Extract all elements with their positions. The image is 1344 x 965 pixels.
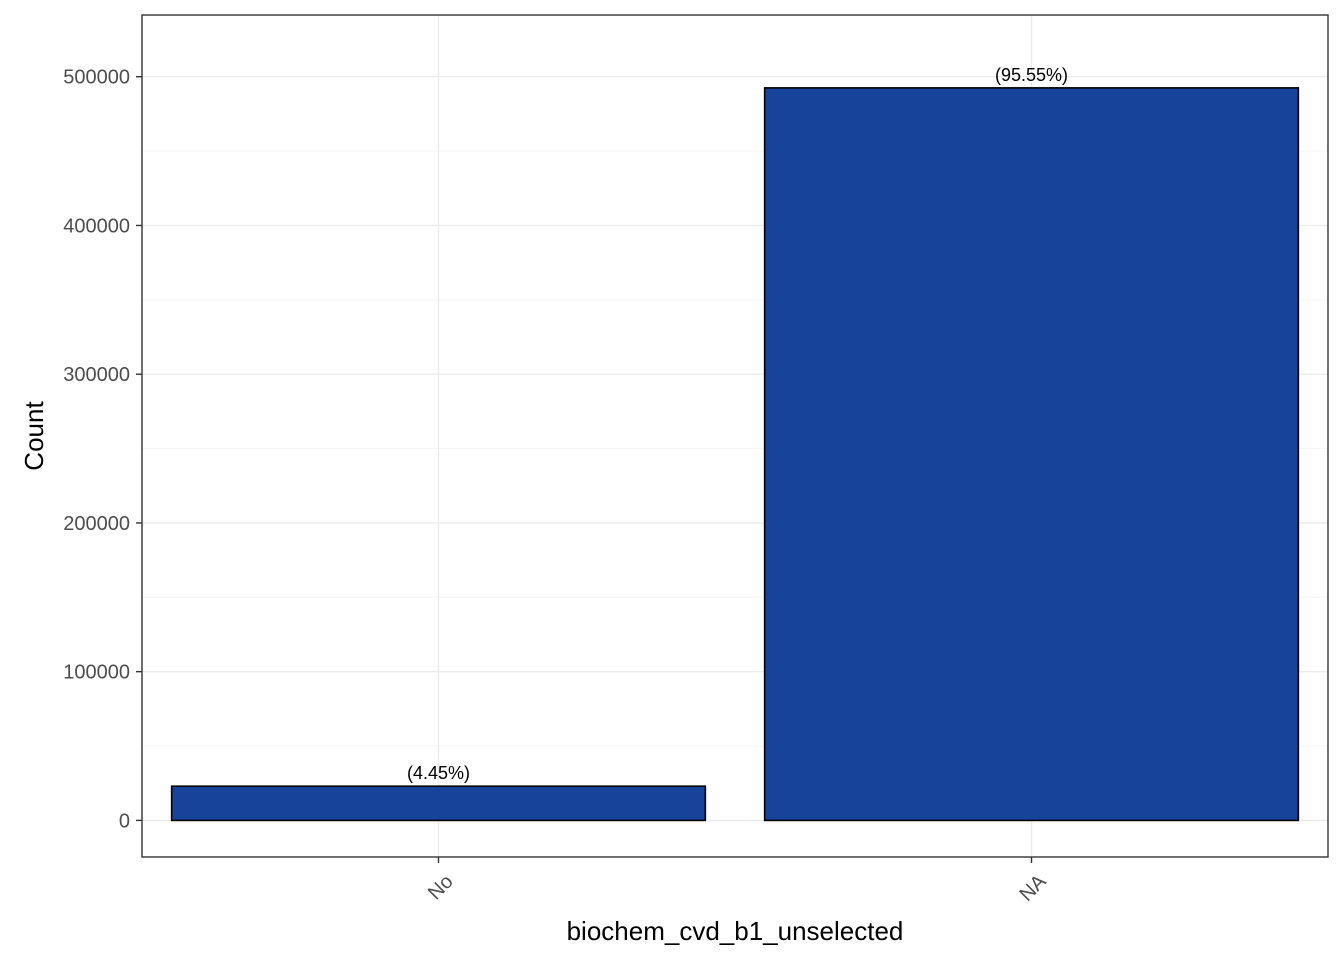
y-axis-title: Count bbox=[19, 401, 49, 471]
x-tick-label: NA bbox=[1015, 870, 1051, 906]
y-tick-label: 300000 bbox=[63, 364, 130, 386]
bar-label: (4.45%) bbox=[407, 763, 470, 783]
bar-labels: (4.45%) (95.55%) bbox=[407, 65, 1068, 783]
y-tick-label: 200000 bbox=[63, 513, 130, 535]
panel-border bbox=[141, 14, 1329, 858]
bar-label: (95.55%) bbox=[995, 65, 1068, 85]
axes: 0 100000 200000 300000 400000 500000 No NA bbox=[63, 67, 1051, 906]
y-tick-label: 500000 bbox=[63, 67, 130, 89]
x-tick-label: No bbox=[424, 871, 458, 905]
y-tick-label: 100000 bbox=[63, 662, 130, 684]
y-tick-label: 400000 bbox=[63, 215, 130, 237]
x-axis-title: biochem_cvd_b1_unselected bbox=[567, 916, 904, 946]
bar-no bbox=[170, 785, 707, 822]
y-tick-label: 0 bbox=[119, 810, 130, 832]
bars bbox=[170, 87, 1300, 822]
bar-na bbox=[763, 87, 1300, 822]
